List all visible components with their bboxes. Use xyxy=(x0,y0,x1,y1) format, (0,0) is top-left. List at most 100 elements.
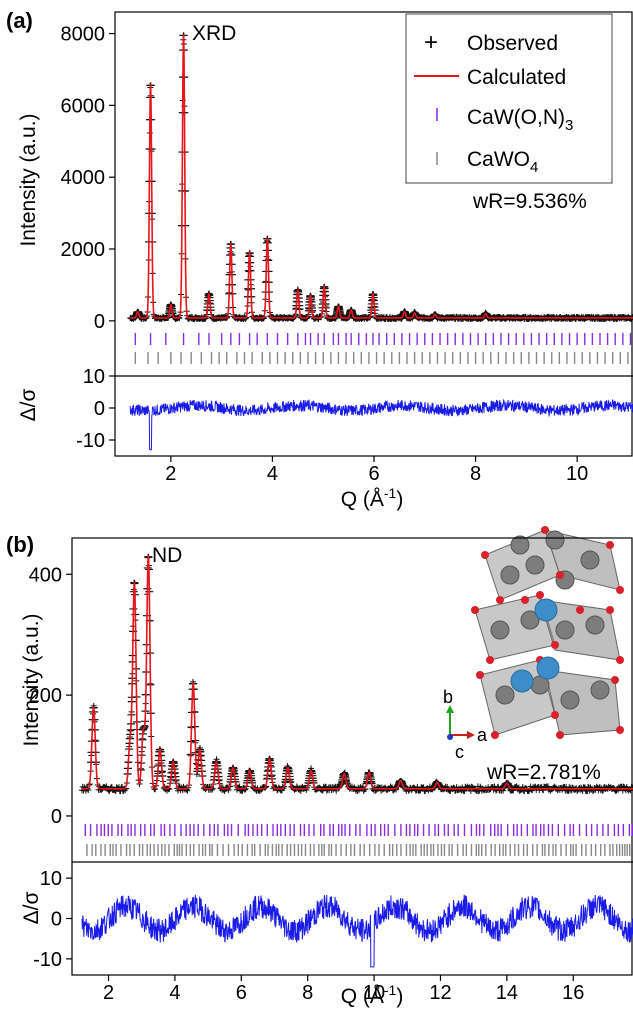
panel-a-x-label-close: ) xyxy=(396,488,403,511)
x-tick-label: 4 xyxy=(267,463,278,485)
calcium-atom xyxy=(536,656,560,680)
oxygen-atom xyxy=(576,606,584,614)
x-tick-label: 2 xyxy=(165,463,176,485)
oxygen-atom xyxy=(611,676,619,684)
phase1-reflection-ticks xyxy=(134,333,632,345)
panel-b-annotation: ND xyxy=(152,544,182,567)
panel-a: (a) Intensity (a.u.) Δ/σ XRD wR=9.536% +… xyxy=(6,8,633,511)
oxygen-atom xyxy=(606,606,614,614)
tungsten-atom xyxy=(555,620,575,640)
residual-tick-label: 0 xyxy=(94,398,105,420)
tungsten-atom xyxy=(510,535,530,555)
crystal-structure-inset: b a c xyxy=(443,526,624,762)
legend-phase1-label: CaW(O,N)3 xyxy=(467,106,573,134)
tungsten-atom xyxy=(500,565,520,585)
oxygen-atom xyxy=(481,551,489,559)
panel-a-y-axis-label: Intensity (a.u.) xyxy=(17,113,40,246)
panel-a-x-label-sup: -1 xyxy=(384,485,397,501)
panel-b-x-label-sup: -1 xyxy=(384,982,397,998)
atoms-group xyxy=(471,526,624,739)
residual-tick-label: 10 xyxy=(40,868,62,890)
panel-b-label: (b) xyxy=(6,532,34,557)
panel-b-y-axis-label: Intensity (a.u.) xyxy=(20,613,43,746)
oxygen-atom xyxy=(541,526,549,534)
axis-a-head xyxy=(467,731,475,739)
panel-b-x-label-main: Q (Å xyxy=(341,985,384,1008)
oxygen-atom xyxy=(476,671,484,679)
panel-a-fit-statistic: wR=9.536% xyxy=(472,190,587,213)
tungsten-atom xyxy=(525,555,545,575)
oxygen-atom xyxy=(556,571,564,579)
residual-tick-label: 0 xyxy=(51,909,62,931)
residual-tick-label: -10 xyxy=(33,949,62,971)
tungsten-atom xyxy=(590,680,610,700)
axis-b-label: b xyxy=(443,687,453,707)
calculated-line xyxy=(81,555,633,790)
oxygen-atom xyxy=(521,596,529,604)
panel-b-x-label-close: ) xyxy=(396,985,403,1008)
observed-point xyxy=(393,786,400,793)
y-tick-label: 4000 xyxy=(61,167,106,189)
residual-tick-label: -10 xyxy=(76,430,105,452)
axis-c-dot xyxy=(447,734,453,740)
x-tick-label: 6 xyxy=(236,982,247,1004)
oxygen-atom xyxy=(491,731,499,739)
legend-phase2-sub: 4 xyxy=(530,159,538,176)
tungsten-atom xyxy=(520,610,540,630)
oxygen-atom xyxy=(536,591,544,599)
tungsten-atom xyxy=(545,530,565,550)
legend-calculated-label: Calculated xyxy=(467,66,566,89)
x-tick-label: 12 xyxy=(429,982,451,1004)
tungsten-atom xyxy=(560,690,580,710)
phase2-reflection-ticks xyxy=(134,352,629,364)
panel-b-residual-axis-label: Δ/σ xyxy=(20,892,43,925)
oxygen-atom xyxy=(556,731,564,739)
panel-a-x-label-main: Q (Å xyxy=(341,488,384,511)
x-tick-label: 10 xyxy=(363,982,385,1004)
panel-a-label: (a) xyxy=(6,8,33,33)
phase1-reflection-ticks xyxy=(84,824,633,836)
x-tick-label: 16 xyxy=(562,982,584,1004)
panel-b-x-axis-label: Q (Å-1) xyxy=(341,982,404,1008)
residual-line xyxy=(81,894,633,968)
legend-phase2-label: CaWO4 xyxy=(467,148,538,176)
plot-frame xyxy=(71,537,633,976)
phase2-reflection-ticks xyxy=(86,844,631,856)
oxygen-atom xyxy=(496,596,504,604)
y-tick-label: 8000 xyxy=(61,24,106,46)
tungsten-atom xyxy=(495,685,515,705)
tungsten-atom xyxy=(585,615,605,635)
tungsten-atom xyxy=(580,550,600,570)
y-tick-label: 400 xyxy=(29,564,62,586)
legend-observed-marker: + xyxy=(424,29,438,56)
legend-phase1-sub: 3 xyxy=(565,117,573,134)
y-tick-label: 0 xyxy=(51,806,62,828)
x-tick-label: 14 xyxy=(496,982,518,1004)
x-tick-label: 8 xyxy=(302,982,313,1004)
x-tick-label: 10 xyxy=(566,463,588,485)
y-tick-label: 6000 xyxy=(61,95,106,117)
observed-point xyxy=(630,314,633,321)
observed-point xyxy=(630,784,633,791)
axis-b-head xyxy=(446,705,454,713)
octahedron-6 xyxy=(544,669,621,736)
y-tick-label: 200 xyxy=(29,685,62,707)
legend-observed-label: Observed xyxy=(467,32,558,55)
axis-c-label: c xyxy=(455,742,464,762)
legend-phase2-main: CaWO xyxy=(467,148,530,171)
y-tick-label: 0 xyxy=(94,311,105,333)
oxygen-atom xyxy=(471,606,479,614)
panel-a-residual-axis-label: Δ/σ xyxy=(17,389,40,422)
x-tick-label: 4 xyxy=(169,982,180,1004)
axis-a-label: a xyxy=(477,725,488,745)
residual-line xyxy=(129,398,633,451)
x-tick-label: 8 xyxy=(470,463,481,485)
calculated-line xyxy=(130,34,633,319)
panel-a-x-axis-label: Q (Å-1) xyxy=(341,485,404,511)
panel-a-legend: + Observed Calculated CaW(O,N)3 CaWO4 xyxy=(405,13,613,184)
oxygen-atom xyxy=(616,726,624,734)
calcium-atom xyxy=(534,598,558,622)
oxygen-atom xyxy=(551,711,559,719)
y-tick-label: 2000 xyxy=(61,239,106,261)
